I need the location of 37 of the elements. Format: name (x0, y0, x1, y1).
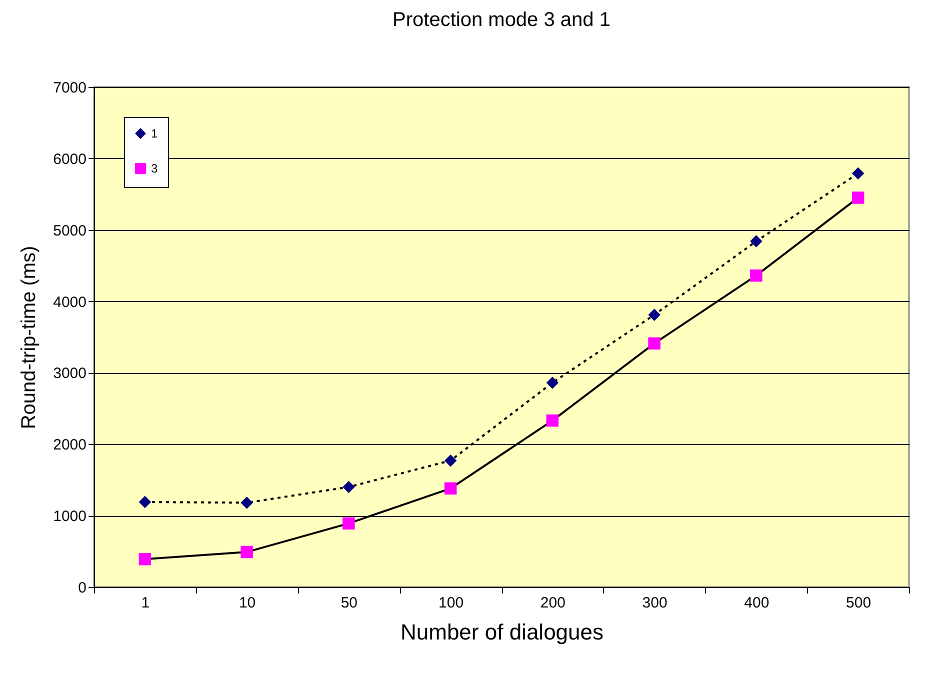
x-tick-label: 300 (642, 594, 668, 612)
x-tick-label: 100 (438, 594, 464, 612)
point (342, 480, 355, 494)
point (342, 517, 355, 530)
point (138, 553, 152, 566)
point (750, 269, 762, 282)
x-tick-label: 10 (238, 594, 256, 612)
x-axis-title: Number of dialogues (400, 620, 604, 644)
y-tick-label: 5000 (53, 222, 86, 240)
x-tick-label: 400 (744, 594, 770, 612)
point (240, 546, 253, 558)
point (546, 376, 559, 389)
point (648, 337, 660, 350)
y-tick-label: 4000 (53, 294, 86, 311)
point (444, 482, 457, 495)
point (852, 192, 864, 204)
chart-title: Protection mode 3 and 1 (392, 9, 610, 31)
point (852, 167, 864, 180)
y-tick-label: 2000 (53, 436, 86, 454)
point (546, 414, 559, 427)
x-tick-label: 500 (846, 594, 872, 612)
y-tick-label: 7000 (53, 80, 86, 96)
y-axis-title: Round-trip-time (ms) (18, 246, 40, 430)
point (750, 235, 762, 248)
point (444, 454, 457, 467)
point (138, 496, 152, 508)
legend-label: 3 (151, 162, 158, 176)
point (648, 308, 660, 321)
point (240, 496, 253, 509)
x-tick-label: 200 (540, 594, 566, 612)
x-tick-label: 50 (340, 594, 358, 612)
y-tick-label: 6000 (53, 150, 86, 168)
y-tick-label: 1000 (53, 508, 86, 526)
y-tick-label: 3000 (53, 365, 86, 382)
legend-label: 1 (151, 126, 158, 140)
y-tick-label: 0 (78, 580, 86, 596)
x-tick-label: 1 (141, 594, 150, 612)
